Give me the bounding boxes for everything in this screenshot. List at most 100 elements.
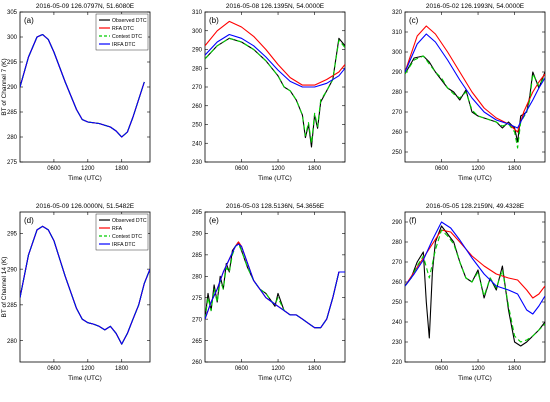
panel-label: (b)	[209, 16, 219, 25]
y-tick-label: 285	[7, 303, 18, 309]
y-tick-label: 280	[392, 90, 403, 96]
y-tick-label: 305	[7, 10, 18, 16]
x-tick-label: 1800	[115, 366, 129, 372]
y-tick-label: 295	[7, 232, 18, 238]
panel-label: (f)	[409, 216, 417, 225]
chart-title: 2016-05-09 126.0000N, 51.5482E	[36, 203, 135, 210]
y-tick-label: 260	[192, 104, 203, 110]
series-line-irfa-dtc	[205, 33, 345, 88]
y-tick-label: 290	[192, 48, 203, 54]
x-tick-label: 0600	[47, 366, 61, 372]
y-tick-label: 310	[392, 30, 403, 36]
series-line-context-dtc	[405, 55, 545, 149]
x-tick-label: 1200	[271, 166, 285, 172]
y-tick-label: 300	[192, 29, 203, 35]
y-tick-label: 280	[7, 135, 18, 141]
x-tick-label: 1800	[115, 166, 129, 172]
x-tick-label: 1200	[81, 166, 95, 172]
chart-panel-6: 2016-05-05 128.2159N, 49.4328E 220 230 240 2…	[392, 203, 546, 382]
legend-entry: RFA DTC	[112, 26, 134, 32]
y-tick-label: 285	[192, 253, 203, 259]
x-tick-label: 1200	[81, 366, 95, 372]
panel-label: (e)	[209, 216, 219, 225]
series-group	[405, 221, 545, 347]
x-tick-label: 1200	[271, 366, 285, 372]
x-axis-label: Time (UTC)	[458, 175, 492, 182]
chart-panel-1: 2016-05-09 126.0797N, 51.6080E 275 280 285 2…	[1, 3, 151, 182]
legend: Observed DTC RFA DTC Context DTC IRFA DTC	[95, 13, 149, 51]
y-tick-label: 230	[392, 340, 403, 346]
y-tick-label: 250	[392, 150, 403, 156]
panel-label: (c)	[409, 16, 419, 25]
y-tick-label: 270	[392, 260, 403, 266]
series-group	[20, 225, 150, 345]
series-line-irfa-dtc	[205, 243, 345, 329]
y-tick-label: 280	[192, 66, 203, 72]
y-axis-label: BT of Channel 7 (K)	[1, 58, 8, 115]
series-line-rfa-dtc	[205, 20, 345, 86]
legend-entry: IRFA DTC	[112, 42, 136, 48]
y-tick-label: 300	[7, 35, 18, 41]
legend-entry: Context DTC	[112, 234, 142, 240]
series-group	[205, 20, 345, 148]
x-axis-label: Time (UTC)	[458, 375, 492, 382]
x-tick-label: 1800	[508, 166, 522, 172]
chart-panel-2: 2016-05-08 126.1395N, 54.0000E 230 240 250 2…	[192, 3, 346, 182]
y-tick-label: 240	[392, 320, 403, 326]
series-line-rfa-dtc	[405, 25, 545, 133]
plot-area	[204, 11, 346, 163]
y-tick-label: 295	[7, 60, 18, 66]
chart-title: 2016-05-03 128.5136N, 54.3656E	[226, 203, 325, 210]
y-tick-label: 320	[392, 10, 403, 16]
y-tick-label: 280	[7, 339, 18, 345]
panel-label: (d)	[24, 216, 34, 225]
x-tick-label: 0600	[47, 166, 61, 172]
series-line-irfa-dtc	[405, 221, 545, 315]
legend-entry: RFA	[112, 226, 123, 232]
series-line-observed-dtc	[405, 225, 545, 347]
panel-label: (a)	[24, 16, 34, 25]
y-tick-label: 260	[392, 130, 403, 136]
x-axis-label: Time (UTC)	[258, 375, 292, 382]
y-tick-label: 260	[392, 280, 403, 286]
y-tick-label: 280	[392, 240, 403, 246]
y-tick-label: 310	[192, 10, 203, 16]
legend: Observed DTC RFA Context DTC IRFA DTC	[95, 213, 149, 251]
chart-title: 2016-05-08 126.1395N, 54.0000E	[226, 3, 325, 10]
y-tick-label: 285	[7, 110, 18, 116]
series-group	[205, 241, 345, 329]
y-tick-label: 270	[392, 110, 403, 116]
x-tick-label: 1200	[471, 366, 485, 372]
y-tick-label: 290	[392, 70, 403, 76]
legend-entry: Observed DTC	[112, 218, 147, 224]
x-tick-label: 1800	[308, 366, 322, 372]
x-axis-label: Time (UTC)	[68, 175, 102, 182]
x-axis-label: Time (UTC)	[258, 175, 292, 182]
x-tick-label: 1200	[471, 166, 485, 172]
series-line-context-dtc	[405, 229, 545, 343]
y-tick-label: 250	[192, 123, 203, 129]
y-tick-label: 240	[192, 141, 203, 147]
legend-entry: Observed DTC	[112, 18, 147, 24]
legend-entry: Context DTC	[112, 34, 142, 40]
chart-title: 2016-05-05 128.2159N, 49.4328E	[426, 203, 525, 210]
y-tick-label: 275	[192, 296, 203, 302]
y-axis-label: BT of Channel 14 (K)	[1, 257, 8, 318]
x-tick-label: 1800	[508, 366, 522, 372]
series-group	[405, 25, 545, 149]
chart-panel-3: 2016-05-02 126.1993N, 54.0000E 250 260 270 2…	[392, 3, 546, 182]
y-tick-label: 295	[192, 210, 203, 216]
y-tick-label: 220	[392, 360, 403, 366]
y-tick-label: 250	[392, 300, 403, 306]
plot-area	[204, 211, 346, 363]
series-line-irfa-dtc	[405, 33, 545, 129]
series-line-irfa-dtc	[20, 225, 150, 345]
y-tick-label: 275	[7, 160, 18, 166]
y-tick-label: 260	[192, 360, 203, 366]
plot-area	[404, 211, 546, 363]
y-tick-label: 270	[192, 85, 203, 91]
series-line-irfa-dtc	[20, 33, 145, 138]
y-tick-label: 270	[192, 317, 203, 323]
chart-panel-5: 2016-05-03 128.5136N, 54.3656E 260 265 270 2…	[192, 203, 346, 382]
